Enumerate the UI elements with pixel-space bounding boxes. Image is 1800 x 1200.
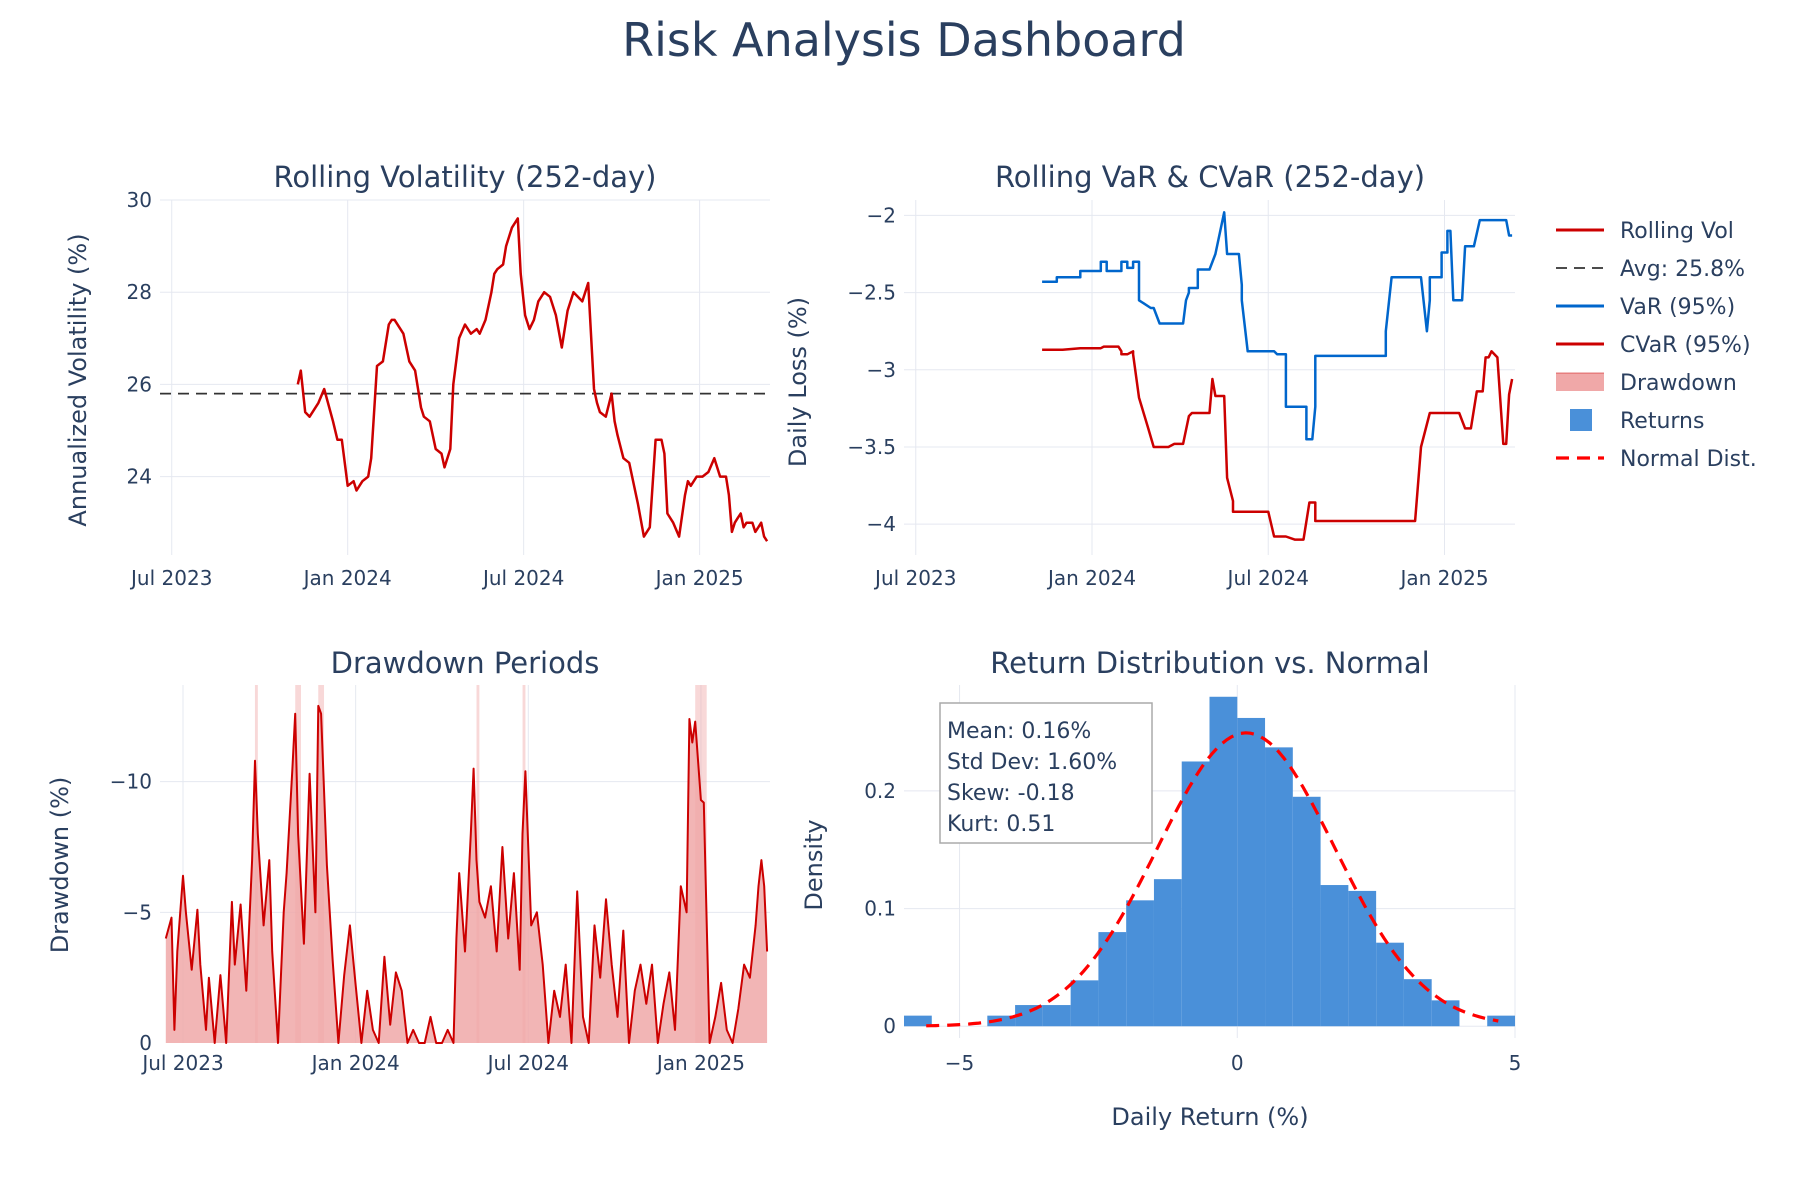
stats-mean: Mean: 0.16% [947, 719, 1091, 744]
y-tick-label: −4 [867, 512, 896, 536]
ticks-var: −2 −2.5 −3 −3.5 −4 Jul 2023 Jan 2024 Jul 2024 Ja… [847, 203, 1488, 590]
panel-title-var-cvar: Rolling VaR & CVaR (252-day) [995, 160, 1425, 194]
y-tick-label: 0 [883, 1014, 896, 1038]
legend-label: Normal Dist. [1620, 447, 1757, 472]
y-tick-label: 0.1 [864, 897, 896, 921]
stats-std: Std Dev: 1.60% [947, 750, 1117, 775]
histogram-bar [1153, 879, 1182, 1027]
legend-swatch-fill [1556, 373, 1604, 391]
panel-return-distribution: Return Distribution vs. Normal Density D… [800, 646, 1521, 1131]
histogram-bar [1237, 717, 1266, 1027]
y-tick-label: 0 [139, 1031, 152, 1055]
y-tick-label: −2 [867, 203, 896, 227]
x-tick-label: −5 [945, 1051, 974, 1075]
x-tick-label: Jan 2024 [302, 566, 392, 590]
legend-label: CVaR (95%) [1620, 333, 1751, 358]
x-tick-label: Jul 2023 [129, 566, 212, 590]
legend-swatch-box [1570, 409, 1592, 431]
panel-rolling-volatility: Rolling Volatility (252-day) Annualized … [64, 160, 770, 590]
histogram-bar [1209, 696, 1238, 1027]
histogram-bar [1348, 890, 1377, 1027]
panel-title-volatility: Rolling Volatility (252-day) [273, 160, 656, 194]
panel-title-drawdown: Drawdown Periods [331, 646, 600, 680]
stats-annotation-box: Mean: 0.16% Std Dev: 1.60% Skew: -0.18 K… [939, 702, 1153, 844]
dashboard-title: Risk Analysis Dashboard [622, 13, 1186, 67]
x-tick-label: 0 [1231, 1051, 1244, 1075]
y-tick-label: −3 [867, 358, 896, 382]
x-tick-label: Jul 2024 [1226, 566, 1309, 590]
x-axis-label-return: Daily Return (%) [1111, 1103, 1308, 1131]
histogram-bar [1181, 761, 1210, 1027]
legend-label: Drawdown [1620, 371, 1737, 396]
drawdown-shade-band [476, 685, 480, 1043]
drawdown-area [165, 705, 768, 1043]
stats-box-frame [939, 702, 1153, 844]
x-tick-label: Jul 2024 [486, 1051, 569, 1075]
histogram-bar [1126, 900, 1154, 1027]
x-tick-label: Jan 2025 [655, 1051, 745, 1075]
rolling-vol-line [296, 217, 769, 542]
histogram-bar [904, 1015, 932, 1027]
histogram-bar [1292, 796, 1321, 1027]
ticks-drawdown: 0 −5 −10 Jul 2023 Jan 2024 Jul 2024 Jan 2025 [110, 770, 745, 1075]
grid-volatility [160, 199, 770, 555]
histogram-bar [1320, 885, 1349, 1027]
x-tick-label: Jan 2024 [310, 1051, 400, 1075]
y-tick-label: 30 [127, 188, 152, 212]
y-axis-label-density: Density [800, 819, 828, 910]
series-drawdown [164, 704, 769, 1044]
y-tick-label: −3.5 [847, 435, 896, 459]
panel-drawdown: Drawdown Periods Drawdown (%) 0 −5 −10 Jul … [46, 646, 770, 1075]
ticks-distribution: 0 0.1 0.2 −5 0 5 [864, 779, 1521, 1075]
y-axis-label-var: Daily Loss (%) [784, 297, 812, 467]
normal-curve-group [926, 731, 1499, 1028]
legend-label: Rolling Vol [1620, 219, 1734, 244]
histogram-bar [1098, 932, 1127, 1027]
legend: Rolling Vol Avg: 25.8% VaR (95%) CVaR (95%)… [1556, 219, 1757, 472]
grid-var [904, 200, 1515, 555]
stats-kurt: Kurt: 0.51 [947, 812, 1055, 837]
x-tick-label: Jul 2023 [140, 1051, 223, 1075]
ticks-volatility: 24 26 28 30 Jul 2023 Jan 2024 Jul 2024 Jan 2025 [127, 188, 744, 590]
x-tick-label: Jul 2023 [873, 566, 956, 590]
histogram-bar [1015, 1005, 1043, 1027]
histogram-bar [1042, 1005, 1071, 1027]
legend-label: Avg: 25.8% [1620, 257, 1745, 282]
y-tick-label: −2.5 [847, 281, 896, 305]
histogram-bar [1403, 979, 1432, 1027]
y-tick-label: 28 [127, 280, 152, 304]
histogram-bar [1487, 1015, 1515, 1027]
series-volatility [296, 217, 769, 542]
histogram-bar [1431, 1000, 1460, 1027]
cvar-line [1042, 345, 1514, 541]
y-tick-label: −10 [110, 770, 152, 794]
histogram-bar [1376, 942, 1404, 1027]
x-tick-label: Jan 2024 [1046, 566, 1136, 590]
y-tick-label: −5 [123, 900, 152, 924]
y-axis-label-drawdown: Drawdown (%) [46, 777, 74, 954]
normal-dist-curve [926, 731, 1499, 1028]
x-tick-label: Jan 2025 [1398, 566, 1488, 590]
x-tick-label: Jul 2024 [481, 566, 564, 590]
x-tick-label: Jan 2025 [654, 566, 744, 590]
legend-label: VaR (95%) [1620, 295, 1735, 320]
y-tick-label: 24 [127, 465, 152, 489]
y-axis-label-volatility: Annualized Volatility (%) [64, 233, 92, 526]
drawdown-line [164, 704, 769, 1044]
panel-title-distribution: Return Distribution vs. Normal [990, 646, 1430, 680]
y-tick-label: 26 [127, 372, 152, 396]
histogram-bar [1070, 980, 1099, 1027]
legend-label: Returns [1620, 409, 1704, 434]
histogram-bar [1265, 747, 1293, 1027]
series-var-cvar [1042, 211, 1514, 541]
x-tick-label: 5 [1509, 1051, 1522, 1075]
var-line [1042, 211, 1513, 441]
histogram-bars [904, 696, 1515, 1027]
y-tick-label: 0.2 [864, 779, 896, 803]
stats-skew: Skew: -0.18 [947, 781, 1075, 806]
panel-rolling-var-cvar: Rolling VaR & CVaR (252-day) Daily Loss … [784, 160, 1515, 590]
